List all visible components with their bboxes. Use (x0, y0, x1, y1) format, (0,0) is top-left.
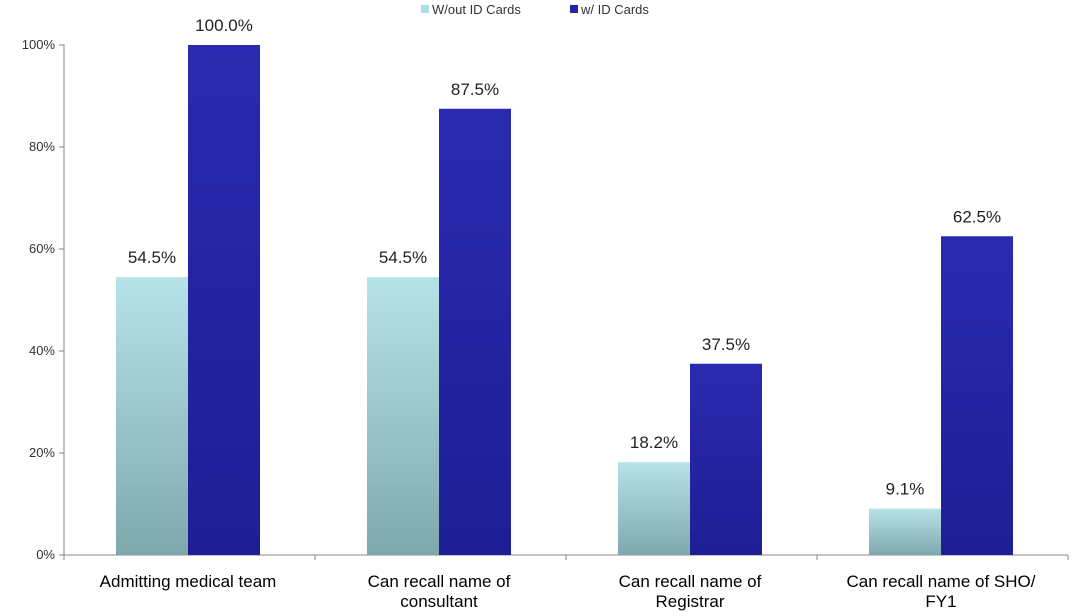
legend-label-with-id: w/ ID Cards (580, 2, 649, 17)
y-tick-label: 100% (22, 37, 56, 52)
bar-with-id (941, 236, 1013, 555)
y-tick-label: 60% (29, 241, 55, 256)
x-axis (63, 554, 1069, 560)
legend-label-without-id: W/out ID Cards (432, 2, 521, 17)
data-label: 37.5% (702, 335, 750, 354)
category-label: Can recall name of consultant (368, 572, 511, 611)
bar-with-id (690, 363, 762, 555)
data-label: 9.1% (886, 480, 925, 499)
category-label-line: Registrar (656, 592, 725, 611)
y-axis: 0% 20% 40% 60% 80% 100% (22, 37, 65, 562)
bar-with-id (188, 45, 260, 555)
data-label: 62.5% (953, 207, 1001, 226)
category-label: Can recall name of SHO/FY1 (847, 572, 1036, 611)
category-label-line: Can recall name of (368, 572, 511, 591)
bars (116, 45, 1013, 555)
data-label: 54.5% (128, 248, 176, 267)
category-labels: Admitting medical team Can recall name of… (100, 572, 1036, 611)
category-label: Can recall name of Registrar (619, 572, 762, 611)
legend-swatch-with-id (570, 5, 578, 13)
category-label-line: Admitting medical team (100, 572, 277, 591)
data-label: 100.0% (195, 16, 253, 35)
bar-without-id (869, 508, 941, 555)
y-tick-label: 40% (29, 343, 55, 358)
y-tick-label: 80% (29, 139, 55, 154)
category-label-line: FY1 (925, 592, 956, 611)
data-label: 54.5% (379, 248, 427, 267)
bar-without-id (618, 462, 690, 555)
legend-swatch-without-id (421, 5, 429, 13)
category-label: Admitting medical team (100, 572, 277, 591)
legend: W/out ID Cards w/ ID Cards (421, 2, 649, 17)
category-label-line: Can recall name of (619, 572, 762, 591)
y-tick-label: 20% (29, 445, 55, 460)
data-label: 87.5% (451, 80, 499, 99)
bar-with-id (439, 108, 511, 555)
y-tick-label: 0% (36, 547, 55, 562)
category-label-line: consultant (400, 592, 478, 611)
data-label: 18.2% (630, 433, 678, 452)
bar-without-id (116, 277, 188, 555)
data-labels: 54.5% 100.0% 54.5% 87.5% 18.2% 37.5% 9.1% 62.5% (128, 16, 1001, 499)
bar-without-id (367, 277, 439, 555)
category-label-line: Can recall name of SHO/ (847, 572, 1036, 591)
